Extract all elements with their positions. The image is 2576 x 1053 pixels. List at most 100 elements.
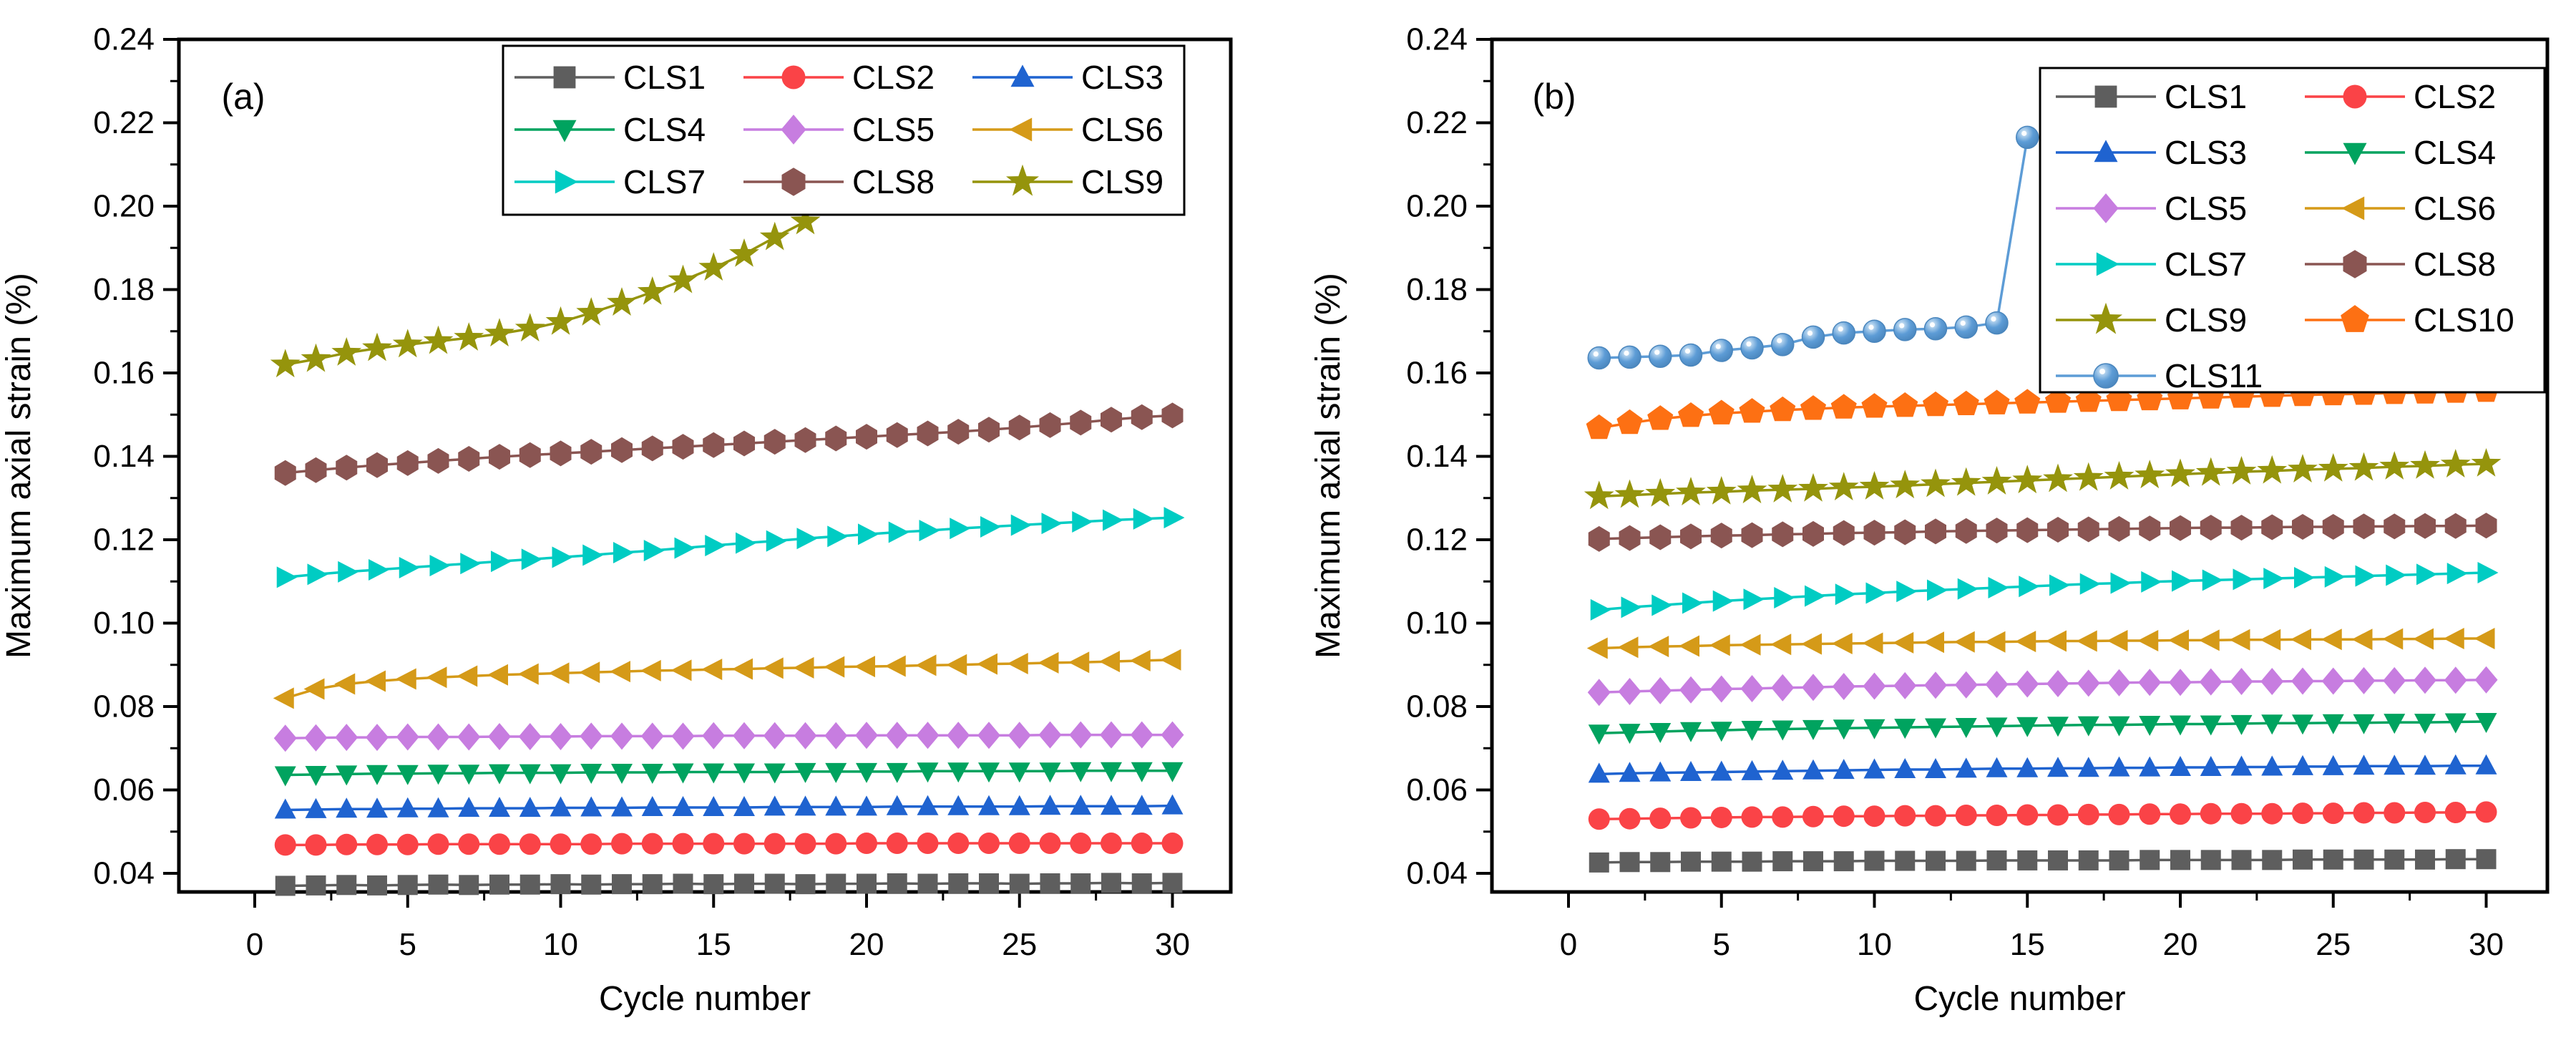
marker-star: [2226, 456, 2257, 485]
marker-triangle-down: [672, 763, 694, 784]
x-tick-label: 25: [2316, 927, 2351, 962]
x-tick-label: 25: [1002, 927, 1037, 962]
marker-hexagon: [580, 439, 602, 465]
marker-circle: [305, 834, 327, 856]
marker-triangle-right: [613, 542, 634, 564]
legend-item-cls1: CLS1: [514, 59, 706, 96]
marker-square: [703, 874, 724, 895]
marker-triangle-left: [1099, 651, 1120, 673]
marker-triangle-down: [1772, 720, 1794, 741]
marker-hexagon: [2475, 513, 2497, 539]
marker-triangle-right: [1712, 590, 1734, 612]
marker-circle: [2322, 802, 2344, 825]
marker-diamond: [855, 722, 878, 749]
marker-diamond: [1771, 674, 1795, 702]
marker-triangle-left: [365, 670, 386, 692]
marker-circle: [1863, 805, 1885, 828]
marker-square: [1070, 873, 1091, 893]
marker-triangle-left: [2382, 628, 2404, 650]
marker-triangle-right: [736, 532, 756, 554]
marker-triangle-up: [1802, 759, 1824, 780]
marker-square: [2200, 850, 2221, 870]
marker-triangle-left: [2015, 631, 2036, 653]
series-cls4: [1588, 712, 2497, 745]
marker-sphere: [1740, 336, 1764, 360]
marker-circle: [641, 833, 663, 855]
marker-diamond: [2414, 666, 2436, 694]
marker-triangle-down: [825, 762, 847, 783]
marker-triangle-left: [2443, 628, 2464, 650]
marker-circle: [2384, 802, 2406, 824]
y-tick-label: 0.22: [1406, 105, 1468, 140]
marker-pentagon: [1953, 390, 1979, 416]
x-tick-label: 0: [246, 927, 263, 962]
marker-triangle-right: [1805, 585, 1825, 607]
marker-triangle-down: [458, 765, 480, 785]
marker-hexagon: [886, 422, 908, 448]
marker-circle: [458, 833, 480, 855]
marker-diamond: [1100, 721, 1123, 749]
legend-item-cls7: CLS7: [514, 163, 706, 200]
marker-triangle-right: [827, 525, 849, 548]
legend-label: CLS1: [2165, 78, 2247, 115]
marker-sphere: [1649, 344, 1672, 368]
marker-diamond: [1985, 671, 2009, 699]
marker-triangle-right: [796, 528, 818, 550]
marker-triangle-down: [917, 762, 939, 783]
y-tick-label: 0.14: [1406, 439, 1468, 474]
marker-square: [428, 874, 449, 895]
marker-circle: [336, 833, 358, 855]
marker-triangle-left: [2321, 629, 2342, 651]
marker-pentagon: [1616, 409, 1643, 435]
marker-diamond: [2352, 666, 2376, 694]
marker-pentagon: [2341, 305, 2369, 332]
marker-triangle-up: [703, 795, 725, 816]
marker-sphere: [1923, 317, 1948, 341]
marker-diamond: [2016, 670, 2039, 698]
marker-circle: [2292, 802, 2313, 825]
marker-triangle-up: [2322, 754, 2344, 775]
marker-triangle-right: [2294, 567, 2315, 589]
legend-label: CLS5: [852, 111, 935, 148]
x-axis-title: Cycle number: [599, 980, 811, 1018]
marker-triangle-down: [2384, 714, 2406, 734]
marker-triangle-left: [977, 653, 997, 675]
marker-diamond: [304, 724, 328, 752]
marker-triangle-down: [519, 764, 541, 785]
marker-diamond: [2046, 669, 2069, 697]
marker-triangle-left: [732, 658, 753, 680]
y-tick-label: 0.24: [1406, 22, 1468, 57]
marker-sphere: [2093, 363, 2119, 389]
marker-diamond: [2383, 666, 2406, 694]
series-cls2: [274, 833, 1184, 856]
marker-circle: [2353, 802, 2375, 824]
marker-circle: [580, 833, 602, 855]
marker-hexagon: [1741, 522, 1763, 548]
legend-item-cls10: CLS10: [2305, 301, 2514, 339]
marker-triangle-left: [854, 656, 875, 678]
marker-circle: [2047, 804, 2069, 826]
legend-label: CLS7: [623, 163, 706, 200]
marker-hexagon: [1101, 407, 1122, 433]
marker-square: [2384, 849, 2405, 870]
y-tick-label: 0.16: [1406, 356, 1468, 391]
marker-star: [1706, 476, 1737, 505]
marker-diamond: [2291, 667, 2314, 695]
marker-square: [1986, 850, 2007, 870]
marker-diamond: [1709, 675, 1733, 703]
marker-triangle-up: [1833, 759, 1855, 780]
marker-triangle-right: [2233, 568, 2254, 591]
marker-star: [2165, 458, 2195, 487]
marker-square: [1742, 851, 1762, 872]
marker-circle: [917, 833, 939, 855]
series-cls6: [1586, 628, 2495, 659]
series-cls3: [274, 794, 1184, 819]
marker-star: [2089, 302, 2123, 334]
series-cls5: [273, 721, 1184, 752]
marker-hexagon: [1986, 518, 2008, 544]
marker-triangle-right: [1957, 578, 1979, 600]
marker-hexagon: [2139, 515, 2161, 542]
marker-triangle-right: [2446, 563, 2468, 585]
marker-triangle-up: [1010, 64, 1035, 87]
marker-triangle-down: [427, 765, 449, 785]
